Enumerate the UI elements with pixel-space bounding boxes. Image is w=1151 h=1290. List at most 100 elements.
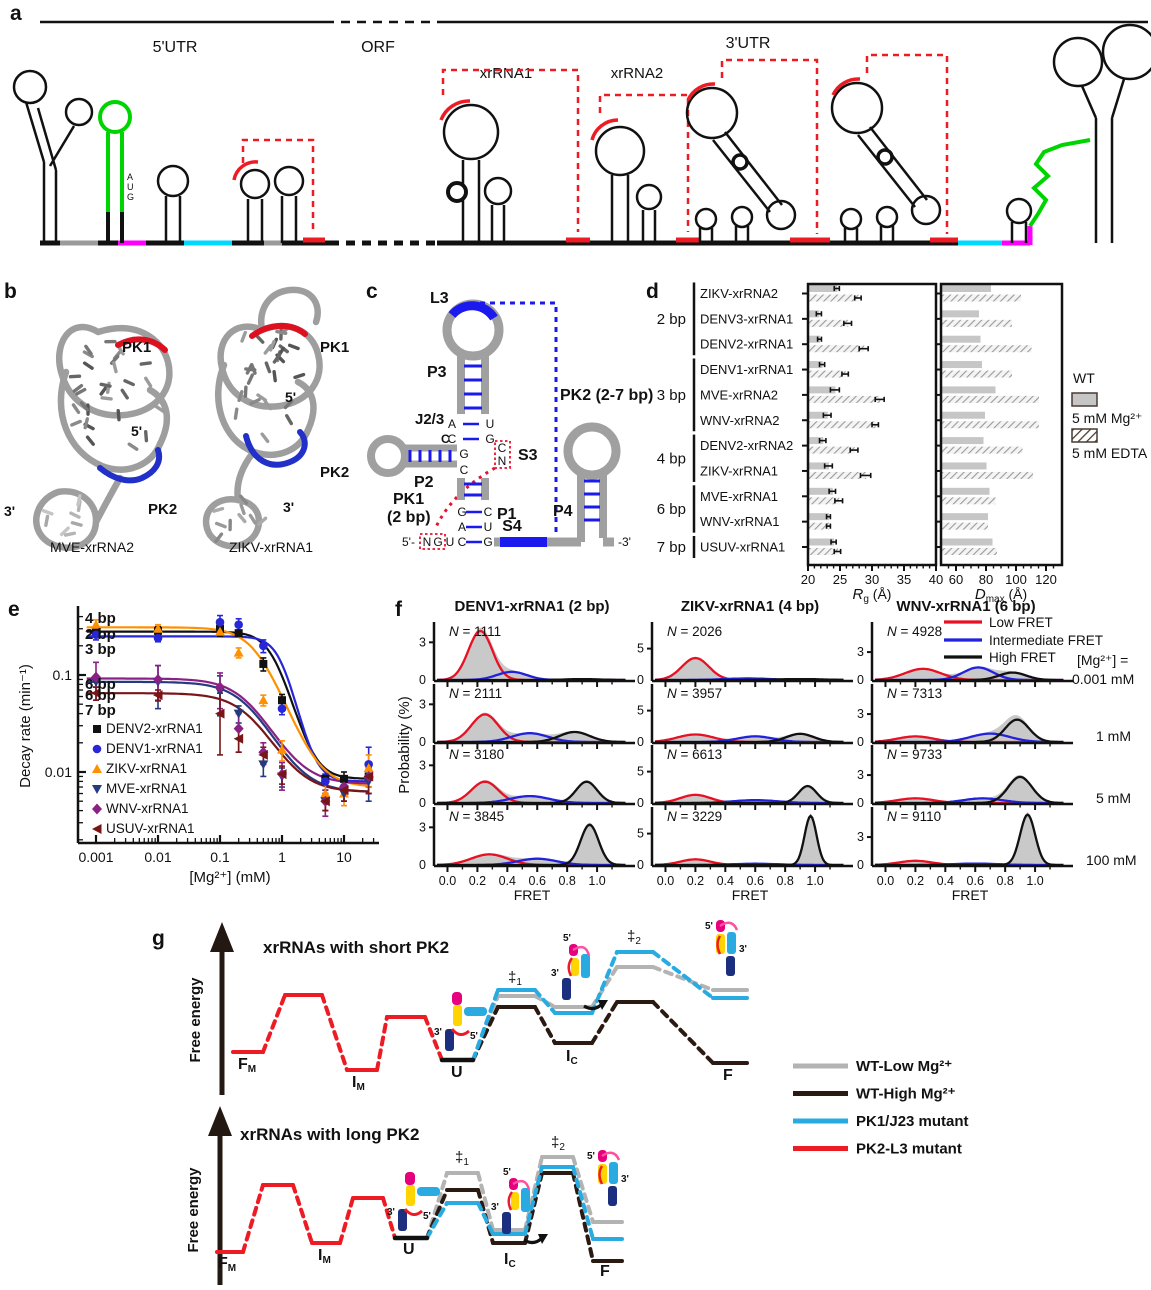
state-f-bottom: F (600, 1263, 610, 1280)
nt: C (460, 463, 469, 477)
data-point (363, 771, 374, 782)
nt: C (484, 505, 493, 519)
data-point (153, 633, 163, 643)
pk1-label2: (2 bp) (387, 509, 431, 526)
landscape-segment (571, 1171, 595, 1263)
dmax-bar-edta (941, 370, 1012, 378)
cartoon-helix (464, 1007, 487, 1016)
panel-label-d: d (646, 280, 659, 303)
data-point (215, 708, 225, 719)
f-xtick: 0.2 (469, 874, 486, 888)
f-ytick: 0 (857, 673, 864, 687)
rg-bar-edta (808, 471, 867, 479)
e-xtick: 0.001 (78, 849, 113, 865)
f-ytick: 5 (637, 765, 644, 779)
label-xrRNA1: xrRNA1 (480, 65, 533, 82)
row-label-ZIKV-xrRNA1: ZIKV-xrRNA1 (700, 463, 778, 478)
panel-label-b: b (4, 280, 17, 303)
cartoon-strand (567, 957, 574, 977)
landscape-segment (425, 1201, 449, 1240)
g-legend-label: PK2-L3 mutant (856, 1141, 962, 1158)
nt: A (448, 417, 456, 431)
data-point (92, 824, 102, 834)
f-xtick: 0.0 (657, 874, 674, 888)
n-count: N = 4928 (887, 624, 942, 639)
rg-frame (806, 282, 938, 567)
landscape-segment (590, 950, 619, 1015)
pk1-label: PK1 (393, 491, 424, 508)
p4-loop (563, 422, 621, 480)
data-point (92, 785, 102, 794)
landscape-segment (590, 1000, 619, 1045)
rg-tick: 30 (865, 572, 879, 587)
data-point (91, 671, 101, 683)
state-im-bottom: IM (318, 1247, 331, 1266)
mg-row4: 100 mM (1086, 852, 1137, 868)
mg-header: [Mg²⁺] = (1077, 652, 1128, 668)
cartoon-helix (452, 992, 462, 1005)
f-xtick: 0.6 (967, 874, 984, 888)
row-label-DENV3-xrRNA1: DENV3-xrRNA1 (700, 311, 793, 326)
rg-bar-mg (808, 361, 823, 369)
f-xtick: 0.4 (937, 874, 954, 888)
fit-curve-DENV2-xrRNA1 (86, 630, 370, 780)
rg-tick: 40 (929, 572, 943, 587)
rg-bar-mg (808, 513, 829, 521)
f-xtick: 1.0 (806, 874, 823, 888)
data-point (277, 744, 287, 754)
f-ytick: 3 (857, 768, 864, 782)
f-xtick: 0.8 (996, 874, 1013, 888)
panel-a-genome-schematic: a 5'UTR ORF 3'UTR xrRNA1 xrRNA2 (10, 2, 1151, 246)
mve-caption: MVE-xrRNA2 (50, 539, 134, 555)
bp-label: 7 bp (85, 702, 116, 719)
cartoon-helix (417, 1187, 440, 1196)
panel-g-energy-landscapes: g Free energy Free energy xrRNAs with sh… (152, 920, 969, 1285)
dmax-bar-edta (941, 294, 1021, 302)
region-label-3utr: 3'UTR (726, 35, 771, 52)
barrier2-bottom: ‡2 (551, 1134, 565, 1153)
e-legend-ZIKV-xrRNA1: ZIKV-xrRNA1 (106, 761, 187, 776)
panel-f-fret-histograms: f 3 0 N = 1111 3 0 N = 2111 3 0 N = 3180 3 0 0.0 0.2… (395, 598, 1137, 903)
f-xtick: 0.2 (907, 874, 924, 888)
dmax-bar-mg (941, 437, 984, 445)
data-point (92, 764, 102, 773)
dmax-bar-edta (941, 395, 1039, 403)
data-point (215, 681, 225, 693)
state-fm-top: FM (238, 1056, 256, 1075)
cartoon-helix (608, 1186, 617, 1206)
nt: C (458, 535, 467, 549)
dmax-bar-mg (941, 513, 988, 521)
f-xlabel: FRET (514, 887, 551, 903)
fit-curve-DENV1-xrRNA1 (86, 635, 370, 783)
j23-c: C (441, 432, 450, 446)
fit-curve-ZIKV-xrRNA1 (86, 626, 370, 787)
g-legend-label: WT-Low Mg²⁺ (856, 1058, 952, 1075)
p3-label: P3 (427, 364, 447, 381)
landscape-segment (651, 950, 715, 1000)
nt: G (483, 535, 492, 549)
landscape-segment (523, 1165, 544, 1236)
landscape-segment (291, 1183, 314, 1245)
rg-tick: 25 (833, 572, 847, 587)
landscape-segment (375, 1015, 389, 1072)
row-label-MVE-xrRNA1: MVE-xrRNA1 (700, 489, 778, 504)
rg-bar-mg (808, 437, 824, 445)
rg-bar-edta (808, 294, 859, 302)
nt: G (433, 535, 442, 549)
mg-row1: 0.001 mM (1072, 671, 1134, 687)
5utr-hairpin (156, 164, 190, 243)
cartoon-helix (581, 954, 590, 978)
cartoon-end-label: 3' (491, 1202, 499, 1213)
dmax-bar-edta (941, 421, 1039, 429)
row-label-USUV-xrRNA1: USUV-xrRNA1 (700, 540, 785, 555)
f-col1-title: DENV1-xrRNA1 (2 bp) (454, 598, 609, 615)
dmax-bar-mg (941, 487, 990, 495)
row-label-WNV-xrRNA1: WNV-xrRNA1 (700, 514, 779, 529)
group-label: 6 bp (657, 501, 686, 518)
5prime-label: 5'- (402, 535, 415, 549)
histogram-fill (875, 774, 1065, 803)
pk-dashed-5utr (241, 138, 315, 232)
cartoon-strand (512, 1179, 531, 1191)
